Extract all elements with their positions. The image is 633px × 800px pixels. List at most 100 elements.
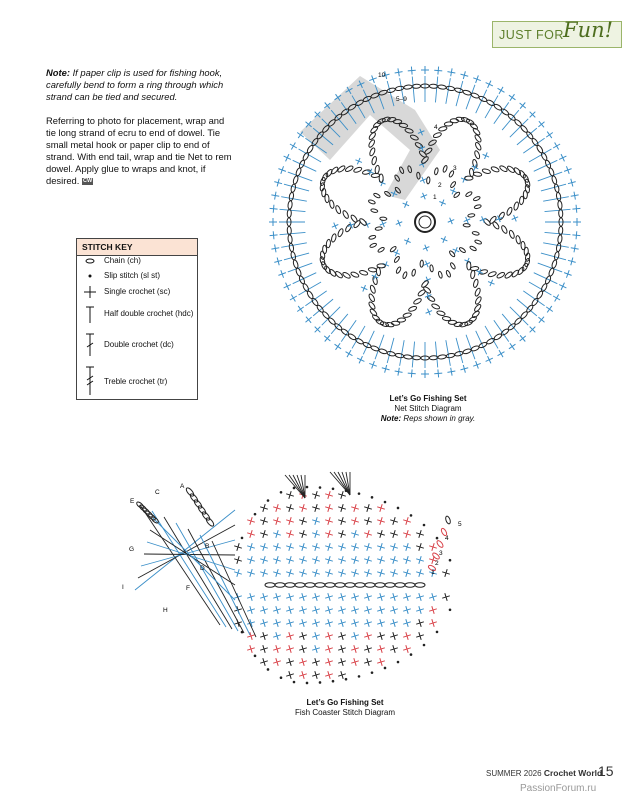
sc-stitch [327, 530, 331, 538]
key-item: Slip stitch (sl st) [104, 271, 161, 280]
sc-stitch [546, 131, 553, 139]
chain-stitch [370, 345, 380, 352]
dc-stitch [305, 290, 327, 307]
dc-stitch [279, 208, 306, 212]
chain-stitch [142, 507, 150, 515]
key-item: Treble crochet (tr) [104, 377, 168, 386]
fin-stitch [284, 474, 306, 499]
chain-stitch [314, 582, 326, 588]
sc-stitch [249, 556, 253, 564]
sc-stitch [439, 201, 447, 205]
sc-stitch [327, 671, 331, 679]
sc-stitch [422, 246, 430, 250]
dc-stitch [537, 171, 563, 182]
sc-stitch [371, 274, 379, 279]
sc-stitch [575, 204, 578, 213]
dc-stitch [292, 272, 317, 285]
sc-stitch [275, 632, 279, 640]
section-label: G [129, 546, 134, 553]
sc-stitch [327, 606, 331, 614]
sc-stitch [314, 632, 318, 640]
sc-stitch [392, 619, 396, 627]
sc-stitch [272, 204, 275, 213]
chain-stitch [148, 513, 156, 521]
dc-stitch [298, 148, 322, 163]
chain-stitch [387, 117, 397, 123]
sc-stitch [477, 268, 482, 276]
chain-stitch [413, 298, 422, 305]
chain-stitch [373, 192, 381, 199]
sc-stitch [314, 491, 318, 499]
sc-stitch [418, 530, 422, 538]
sc-stitch [431, 556, 435, 564]
sc-stitch [431, 619, 435, 627]
chain-stitch [368, 199, 376, 205]
chain-stitch [427, 564, 437, 572]
sc-stitch [327, 491, 331, 499]
sc-stitch [420, 194, 428, 198]
chain-stitch [337, 228, 344, 238]
chain-stitch [136, 501, 144, 509]
chain-stitch [470, 269, 476, 280]
sc-stitch [314, 543, 318, 551]
key-item: Half double crochet (hdc) [104, 309, 194, 318]
caption-subtitle: Fish Coaster Stitch Diagram [294, 708, 396, 717]
fin-stitch [296, 474, 306, 499]
dc-stitch [484, 95, 499, 119]
sc-stitch [262, 569, 266, 577]
slip-stitch [279, 676, 283, 680]
dc-stitch [501, 313, 520, 335]
sc-stitch [392, 543, 396, 551]
sc-stitch [360, 286, 368, 291]
sc-stitch [249, 517, 253, 525]
dc-stitch [411, 341, 415, 368]
sc-stitch [340, 606, 344, 614]
chain-stitch [548, 267, 555, 277]
round-label: 1 [433, 194, 437, 201]
sc-stitch [314, 645, 318, 653]
sc-stitch [403, 239, 411, 243]
sc-stitch [356, 357, 365, 362]
fin-stitch [300, 474, 306, 499]
chain-stitch [367, 267, 378, 273]
chain-stitch [385, 322, 395, 328]
chain-stitch [432, 552, 440, 560]
dc-stitch [312, 127, 334, 146]
dc-stitch [399, 78, 405, 104]
sc-stitch [314, 504, 318, 512]
chain-stitch [380, 321, 390, 328]
chain-stitch [434, 167, 439, 176]
section-label: I [122, 584, 124, 591]
sc-stitch [353, 645, 357, 653]
chain-stitch [478, 342, 488, 349]
chain-stitch [474, 304, 482, 312]
sc-stitch [570, 178, 574, 187]
dc-stitch [287, 171, 313, 182]
sc-stitch [301, 606, 305, 614]
sc-stitch [392, 632, 396, 640]
dc-stitch [351, 95, 366, 119]
chain-stitch [376, 263, 386, 269]
chain-stitch [450, 262, 456, 270]
tail-line [152, 517, 236, 601]
sc-stitch [288, 491, 292, 499]
sc-stitch [444, 569, 448, 577]
slip-stitch [266, 499, 270, 502]
badge-text: JUST FOR [499, 28, 564, 42]
fin-stitch [341, 471, 351, 496]
sc-stitch [236, 543, 240, 551]
caption-title: Let’s Go Fishing Set [389, 394, 467, 403]
sc-stitch [334, 343, 342, 350]
tail-line [139, 504, 221, 626]
sc-stitch [301, 593, 305, 601]
chain-stitch [386, 87, 396, 93]
chain-stitch [474, 150, 481, 160]
dc-stitch [281, 196, 307, 202]
chain-stitch [417, 289, 426, 297]
dc-stitch [411, 76, 415, 103]
watermark: PassionForum.ru [520, 783, 597, 794]
chain-stitch [426, 176, 431, 185]
sc-stitch [508, 94, 516, 101]
sc-stitch [249, 619, 253, 627]
